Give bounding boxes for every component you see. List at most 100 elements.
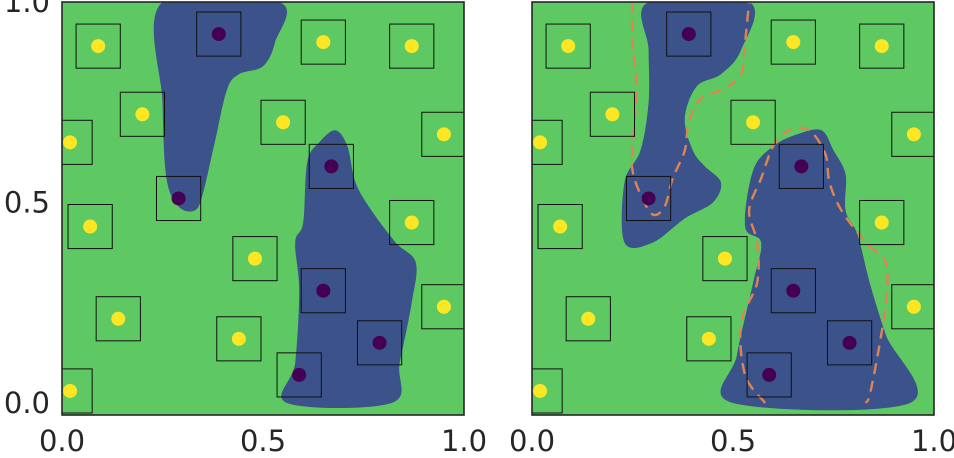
sample-box (891, 111, 934, 157)
sample-box (300, 268, 346, 314)
class-0-point (533, 383, 548, 398)
class-0-point (581, 311, 596, 326)
y-tick-label: 0.5 (4, 185, 50, 219)
sample-box (62, 368, 93, 414)
class-0-point (276, 115, 291, 130)
sample-box (565, 296, 611, 342)
sample-box (532, 119, 563, 165)
sample-box (260, 99, 306, 145)
sample-box (859, 23, 905, 69)
sample-box (532, 368, 563, 414)
decision-boundary-line (739, 126, 889, 404)
sample-box (300, 19, 346, 65)
class-0-point (91, 39, 106, 54)
class-0-point (316, 35, 331, 50)
class-0-point (436, 299, 451, 314)
sample-box (389, 23, 435, 69)
axes-frame (61, 1, 465, 416)
plot-area (62, 2, 464, 415)
sample-box (155, 175, 202, 222)
class-0-point (906, 127, 921, 142)
sample-box (62, 119, 93, 165)
sample-box (859, 199, 905, 246)
sample-box (625, 175, 672, 222)
class-0-point (533, 135, 548, 150)
sample-box (778, 143, 824, 189)
sample-box (389, 199, 435, 246)
sample-box (730, 99, 776, 145)
class-0-point (63, 383, 78, 398)
sample-box (746, 352, 792, 398)
sample-box (232, 236, 278, 282)
class-1-point (641, 191, 656, 206)
sample-box (216, 316, 262, 362)
sample-box (75, 23, 121, 69)
class-1-point (786, 283, 801, 298)
class-0-point (404, 39, 419, 54)
class-0-point (83, 219, 98, 234)
class-0-point (63, 135, 78, 150)
class-1-region (720, 129, 918, 411)
class-1-point (372, 335, 387, 350)
class-0-point (786, 35, 801, 50)
class-0-point (701, 331, 716, 346)
sample-box (119, 91, 166, 137)
sample-box (891, 284, 934, 330)
class-1-point (762, 367, 777, 382)
class-0-point (135, 107, 150, 122)
class-0-point (436, 127, 451, 142)
sample-box (666, 11, 712, 57)
class-1-point (842, 335, 857, 350)
x-tick-label: 0.5 (240, 424, 286, 458)
sample-box (95, 296, 141, 342)
x-tick-label: 0.5 (710, 424, 756, 458)
sample-box (276, 352, 322, 398)
class-0-point (231, 331, 246, 346)
sample-box (770, 268, 816, 314)
sample-box (545, 23, 591, 69)
sample-box (686, 316, 732, 362)
class-1-region (153, 2, 287, 212)
x-tick-label: 1.0 (911, 424, 954, 458)
sample-box (421, 284, 464, 330)
class-0-point (717, 251, 732, 266)
plot-area (532, 2, 934, 415)
class-0-point (874, 39, 889, 54)
sample-box (421, 111, 464, 157)
class-1-point (316, 283, 331, 298)
class-1-point (324, 159, 339, 174)
class-1-point (171, 191, 186, 206)
class-0-point (605, 107, 620, 122)
class-0-point (746, 115, 761, 130)
axes-frame (531, 1, 935, 416)
sample-box (589, 91, 636, 137)
sample-box (356, 320, 403, 366)
x-tick-label: 0.0 (509, 424, 555, 458)
class-1-point (794, 159, 809, 174)
sample-box (826, 320, 873, 366)
class-0-point (247, 251, 262, 266)
x-tick-label: 0.0 (39, 424, 85, 458)
y-tick-label: 0.0 (4, 386, 50, 420)
class-0-point (111, 311, 126, 326)
class-1-region (621, 2, 755, 249)
sample-box (308, 143, 354, 189)
sample-box (537, 203, 583, 250)
class-0-point (874, 215, 889, 230)
panel-2: 0.0 0.5 1.0 (509, 1, 954, 458)
y-tick-label: 1.0 (4, 0, 50, 19)
sample-box (702, 236, 748, 282)
x-tick-label: 1.0 (441, 424, 487, 458)
class-0-point (553, 219, 568, 234)
class-1-point (211, 27, 226, 42)
sample-box (67, 203, 113, 250)
panel-1: 0.0 0.5 1.0 0.0 0.5 1.0 (4, 0, 487, 458)
class-1-point (681, 27, 696, 42)
class-0-point (906, 299, 921, 314)
class-0-point (404, 215, 419, 230)
class-0-point (561, 39, 576, 54)
sample-box (196, 11, 242, 57)
class-1-point (292, 367, 307, 382)
sample-box (770, 19, 816, 65)
